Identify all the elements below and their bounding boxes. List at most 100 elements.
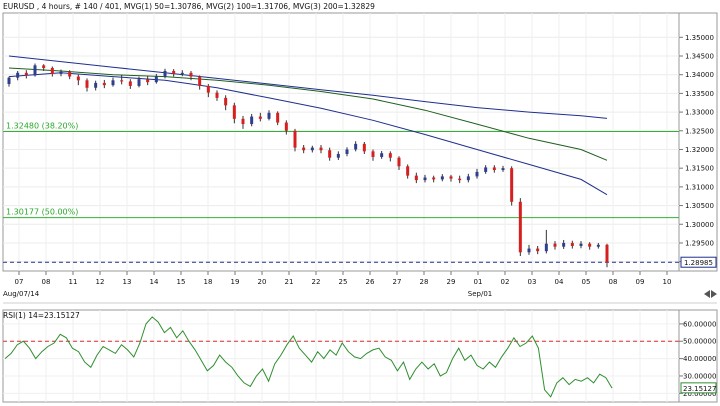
rsi-current-label: 23.15127 <box>683 385 716 393</box>
candle-body <box>16 72 20 78</box>
candle-body <box>510 168 514 202</box>
candle-body <box>276 112 280 123</box>
candle-body <box>406 166 410 176</box>
candle-body <box>596 244 600 247</box>
candle-body <box>466 176 470 181</box>
candle-body <box>241 118 245 125</box>
time-axis-label: 08 <box>609 278 618 286</box>
time-axis-label: 22 <box>312 278 321 286</box>
time-axis-label: 20 <box>258 278 267 286</box>
price-plot-frame <box>2 12 680 272</box>
time-axis-sublabel: Aug/07/14 <box>3 290 40 298</box>
candle-body <box>475 171 479 177</box>
moving-average-line-3 <box>8 55 608 119</box>
rsi-axis-label: 60.00000 <box>683 320 716 328</box>
rsi-axis-label: 30.00000 <box>683 372 716 380</box>
time-axis-sublabel: Sep/01 <box>468 290 492 298</box>
candle-body <box>250 116 254 125</box>
price-axis-label: 1.32000 <box>685 146 714 154</box>
candle-body <box>146 79 150 83</box>
price-axis-label: 1.33000 <box>685 109 714 117</box>
candle-body <box>111 80 115 86</box>
candle-body <box>258 116 262 119</box>
time-axis-label: 08 <box>42 278 51 286</box>
rsi-current-box <box>680 382 717 394</box>
time-axis-label: 27 <box>393 278 402 286</box>
price-axis-label: 1.30000 <box>685 221 714 229</box>
time-axis-label: 29 <box>447 278 456 286</box>
time-axis-label: 14 <box>150 278 159 286</box>
candle-body <box>553 243 557 247</box>
candle-body <box>215 92 219 98</box>
candle-body <box>120 80 124 82</box>
price-axis-label: 1.34000 <box>685 71 714 79</box>
candle-body <box>354 143 358 150</box>
candle-body <box>536 248 540 252</box>
candle-body <box>284 122 288 131</box>
candle-body <box>605 244 609 263</box>
candle-body <box>172 70 176 74</box>
time-axis-label: 07 <box>15 278 24 286</box>
candle-body <box>154 76 158 83</box>
candle-body <box>544 243 548 252</box>
rsi-axis-label: 40.00000 <box>683 355 716 363</box>
time-axis-label: 03 <box>528 278 537 286</box>
price-axis-label: 1.29500 <box>685 239 714 247</box>
time-axis-label: 01 <box>474 278 483 286</box>
fib-level-label: 1.32480 (38.20%) <box>6 122 78 131</box>
candle-body <box>458 178 462 181</box>
candle-body <box>388 153 392 158</box>
candle-body <box>224 97 228 106</box>
time-axis-label: 02 <box>501 278 510 286</box>
current-price-label: 1.28985 <box>684 259 713 267</box>
candle-body <box>198 76 202 86</box>
candle-body <box>440 176 444 180</box>
time-axis-label: 05 <box>582 278 591 286</box>
candle-body <box>7 77 11 85</box>
candle-body <box>414 175 418 181</box>
candle-body <box>85 80 89 88</box>
candle-body <box>302 147 306 151</box>
fib-level-label: 1.30177 (50.00%) <box>6 208 78 217</box>
candle-body <box>492 167 496 171</box>
moving-average-line-2 <box>8 67 608 161</box>
scroll-left-icon <box>704 290 710 298</box>
time-axis-label: 09 <box>636 278 645 286</box>
time-axis-label: 28 <box>420 278 429 286</box>
candle-body <box>484 167 488 172</box>
rsi-title: RSI(1) 14=23.15127 <box>3 311 80 320</box>
candle-body <box>206 85 210 93</box>
candle-body <box>345 149 349 154</box>
time-axis-label: 26 <box>366 278 375 286</box>
price-axis-label: 1.31500 <box>685 165 714 173</box>
candle-body <box>362 143 366 152</box>
candle-body <box>397 157 401 167</box>
candle-body <box>319 147 323 151</box>
rsi-axis-label: 20.00000 <box>683 390 716 398</box>
candle-body <box>501 168 505 171</box>
moving-average-line-1 <box>8 72 608 196</box>
candle-body <box>232 105 236 119</box>
price-axis-label: 1.32500 <box>685 127 714 135</box>
candle-body <box>432 177 436 180</box>
candle-body <box>310 147 314 151</box>
candle-body <box>33 65 37 76</box>
price-axis-label: 1.31000 <box>685 183 714 191</box>
time-axis-label: 10 <box>663 278 672 286</box>
candle-body <box>371 151 375 157</box>
rsi-plot-frame <box>2 309 680 403</box>
time-axis-label: 13 <box>123 278 132 286</box>
candle-body <box>518 201 522 253</box>
price-axis-label: 1.35000 <box>685 34 714 42</box>
time-axis-label: 21 <box>285 278 294 286</box>
candle-body <box>527 248 531 253</box>
time-axis-label: 18 <box>204 278 213 286</box>
candle-body <box>570 242 574 246</box>
price-axis-label: 1.30500 <box>685 202 714 210</box>
candle-body <box>588 243 592 247</box>
rsi-line <box>4 316 613 398</box>
time-axis-label: 19 <box>231 278 240 286</box>
time-axis-label: 04 <box>555 278 564 286</box>
